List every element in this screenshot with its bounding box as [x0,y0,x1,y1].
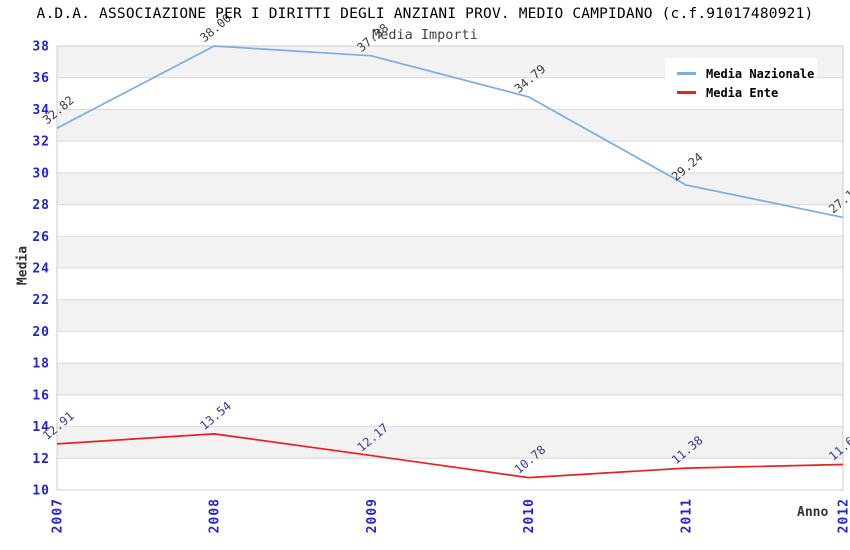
legend: Media Nazionale Media Ente [665,58,817,108]
x-tick-label: 2009 [365,498,380,533]
plot-band [57,426,843,459]
legend-label: Media Ente [706,85,779,100]
media-nazionale-line-swatch [677,72,696,75]
chart-subtitle: Media Importi [372,27,478,43]
plot-band [57,299,843,332]
y-tick-label: 34 [32,103,50,118]
chart-title: A.D.A. ASSOCIAZIONE PER I DIRITTI DEGLI … [36,6,814,22]
plot-border [56,45,844,491]
x-tick-label: 2011 [679,498,694,533]
x-tick-label: 2007 [51,498,66,533]
y-tick-label: 10 [32,484,50,499]
y-tick-label: 30 [32,166,50,181]
x-tick-label: 2012 [837,498,850,533]
x-tick-label: 2008 [208,498,223,533]
y-tick-label: 32 [32,135,50,150]
media-ente-line-swatch [677,91,696,94]
y-tick-label: 22 [32,293,50,308]
series-line-media-ente [56,433,844,479]
y-tick-label: 38 [32,40,50,55]
plot-band [57,172,843,205]
y-tick-label: 28 [32,198,50,213]
legend-item-media-nazionale: Media Nazionale [677,64,817,83]
x-tick-label: 2010 [522,498,537,533]
plot-band [57,363,843,395]
legend-item-media-ente: Media Ente [677,83,817,102]
y-tick-label: 36 [32,71,50,86]
y-tick-label: 18 [32,357,50,372]
legend-label: Media Nazionale [706,66,815,81]
x-axis-title: Anno [797,505,829,520]
series-line-media-nazionale [56,45,844,219]
y-tick-label: 24 [32,262,50,277]
y-tick-label: 26 [32,230,50,245]
y-tick-label: 12 [32,452,50,467]
y-tick-label: 14 [32,420,50,435]
y-axis-title: Media [15,245,31,286]
y-tick-label: 16 [32,388,50,403]
plot-band [57,236,843,268]
y-tick-label: 20 [32,325,50,340]
plot-band [57,109,843,142]
